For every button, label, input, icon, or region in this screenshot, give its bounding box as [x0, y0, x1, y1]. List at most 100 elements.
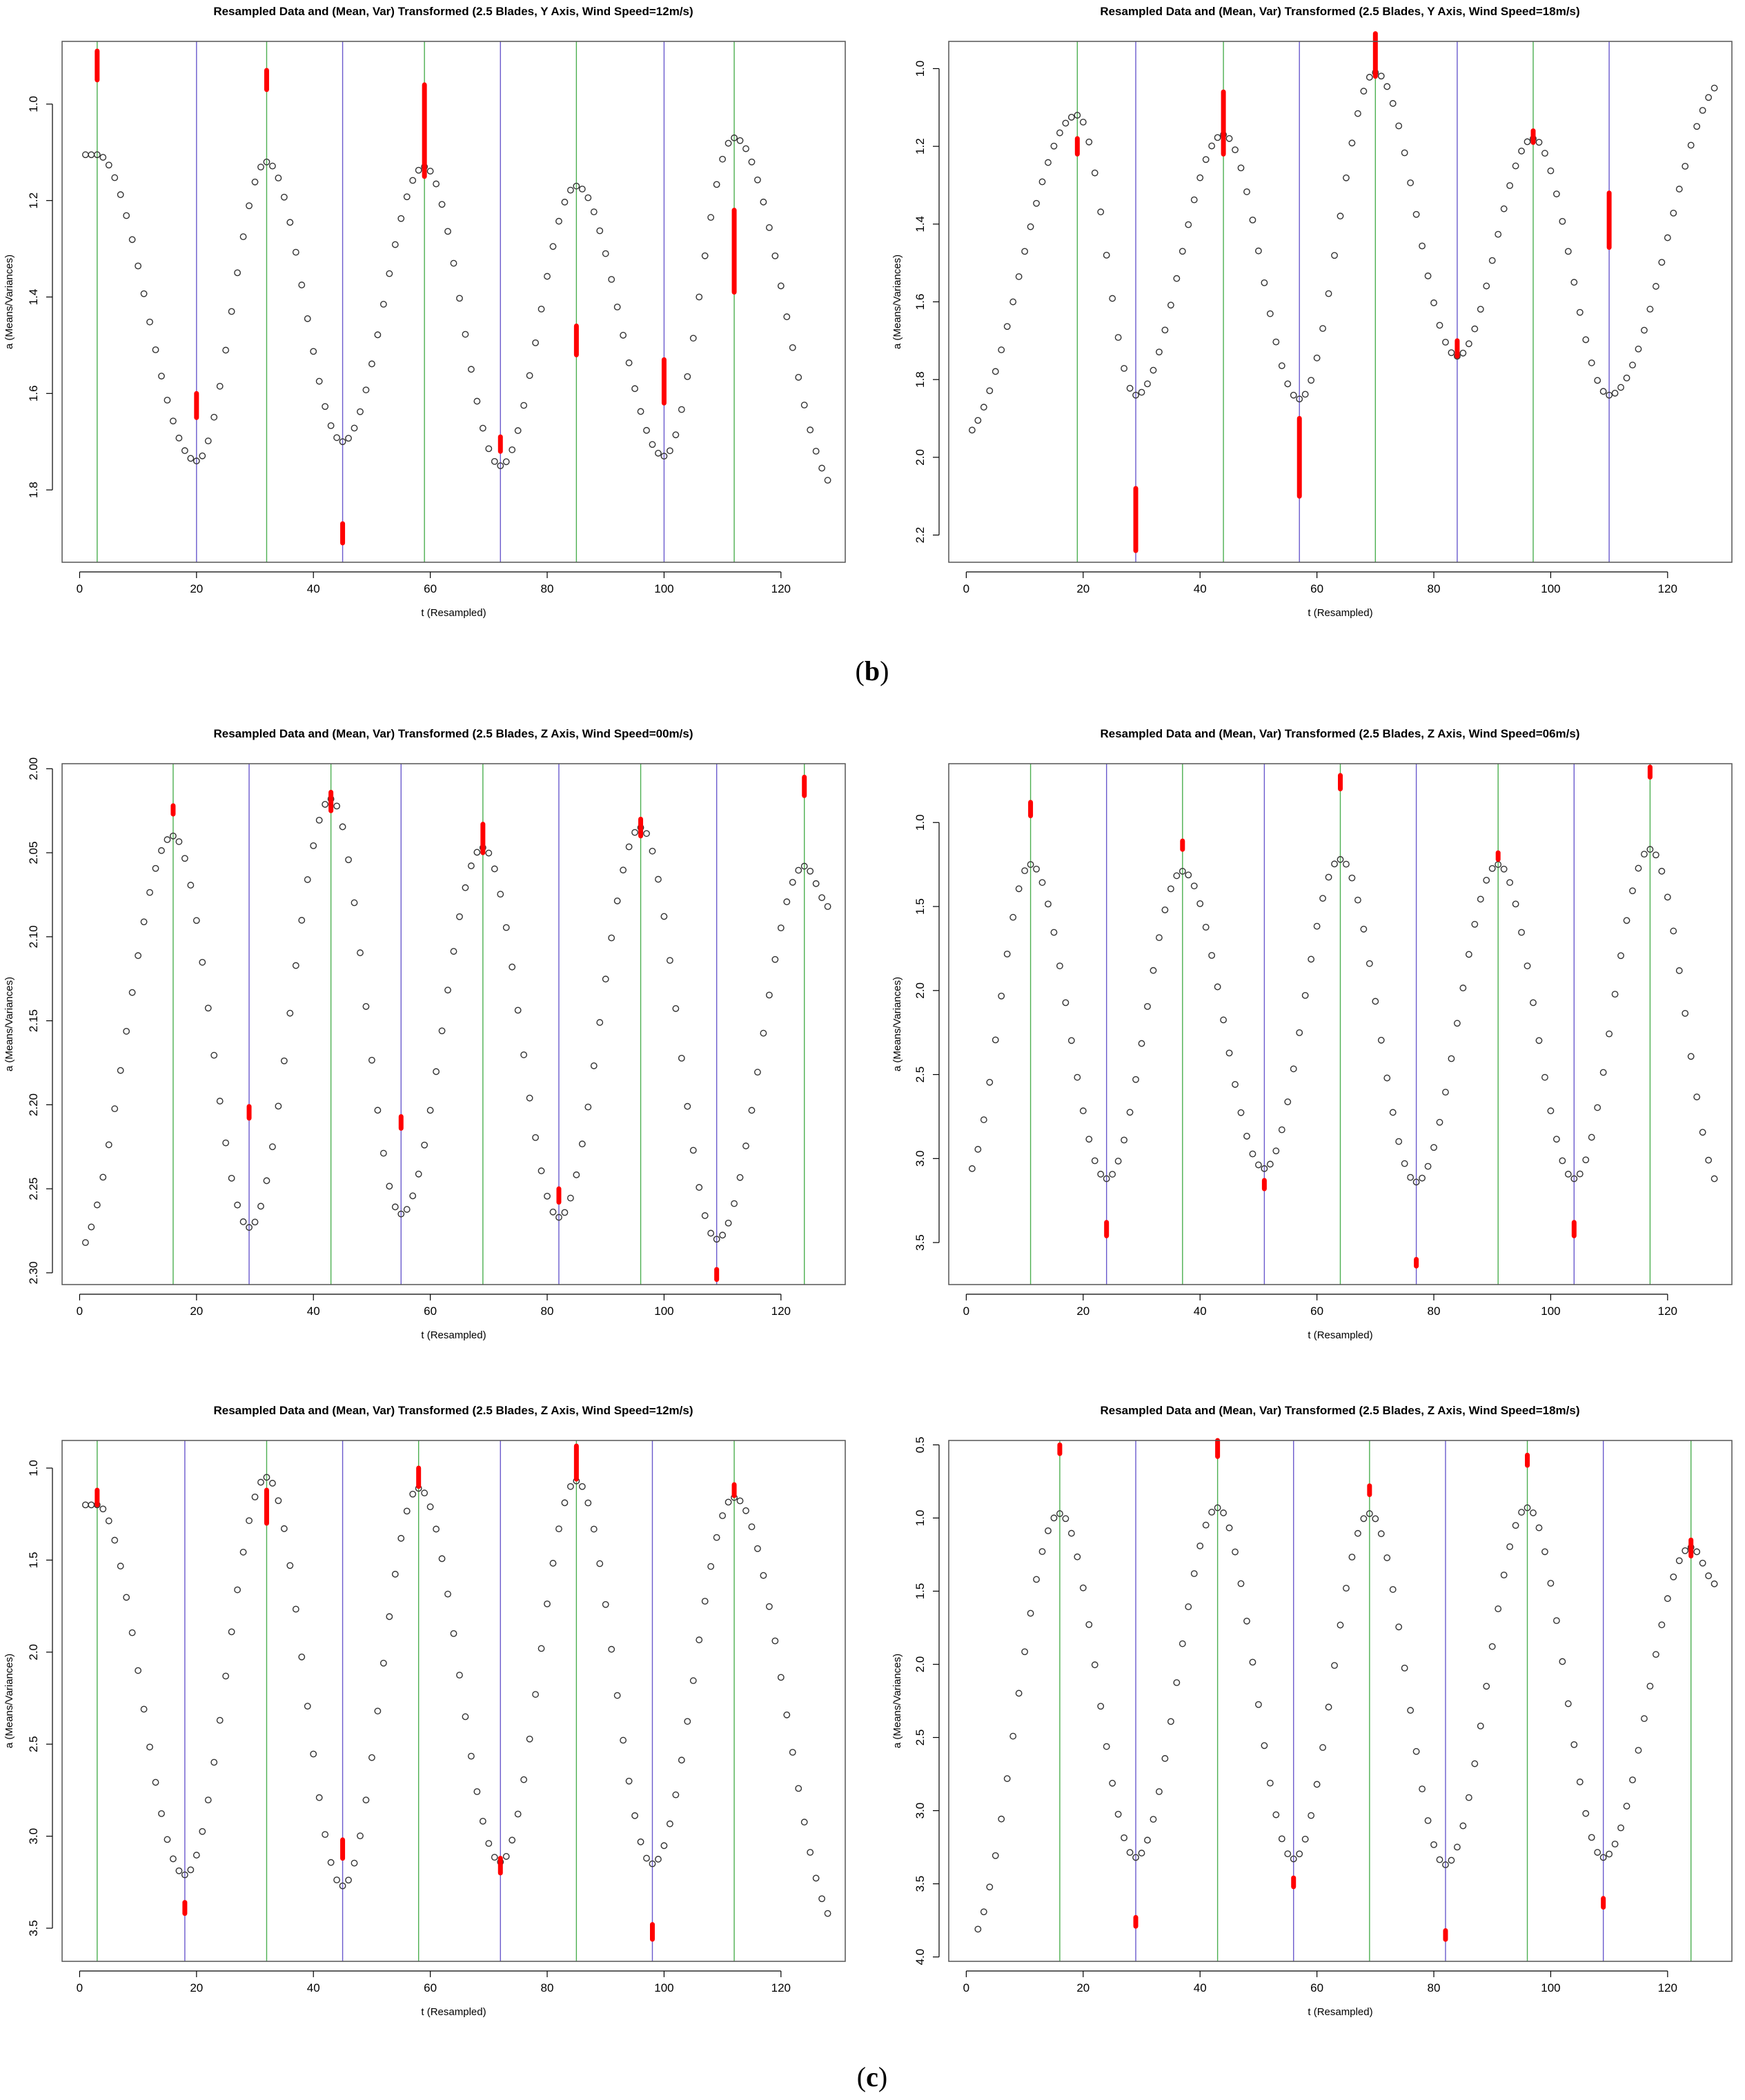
data-point	[1360, 925, 1368, 933]
data-point	[181, 447, 188, 455]
data-point	[689, 1677, 697, 1685]
data-point	[280, 1057, 288, 1064]
data-point	[1243, 188, 1250, 195]
data-point	[1518, 1509, 1525, 1516]
data-point	[643, 830, 650, 838]
data-point	[1144, 380, 1151, 388]
data-point	[789, 344, 796, 351]
data-point	[298, 281, 306, 288]
data-point	[1635, 864, 1642, 872]
data-point	[1705, 1572, 1713, 1580]
data-point	[1495, 230, 1502, 238]
data-point	[765, 1603, 773, 1610]
data-point	[1126, 384, 1134, 392]
data-point	[210, 1759, 218, 1766]
data-point	[701, 1598, 709, 1605]
data-point	[81, 1239, 89, 1247]
data-point	[1442, 1861, 1449, 1868]
data-point	[1009, 1732, 1017, 1740]
data-point	[403, 1206, 411, 1213]
data-point	[748, 158, 756, 166]
data-point	[409, 1490, 417, 1498]
data-point	[538, 306, 545, 313]
data-point	[269, 1143, 276, 1151]
data-point	[1278, 362, 1285, 370]
data-point	[1495, 1605, 1502, 1612]
data-point	[362, 1003, 370, 1010]
data-point	[561, 1499, 569, 1507]
data-point	[1623, 374, 1630, 382]
data-point	[1255, 1701, 1262, 1708]
data-point	[666, 447, 673, 455]
data-point	[748, 1523, 756, 1531]
data-point	[1074, 1553, 1081, 1561]
data-point	[1343, 174, 1350, 181]
data-point	[1337, 212, 1344, 220]
data-point	[573, 1171, 580, 1178]
data-point	[596, 227, 604, 235]
data-point	[567, 1194, 574, 1202]
y-axis-title: a (Means/Variances)	[891, 1654, 903, 1748]
data-point	[1570, 279, 1578, 286]
data-point	[1395, 122, 1403, 130]
y-tick-label: 0.5	[914, 1437, 927, 1454]
data-point	[1343, 860, 1350, 868]
data-point	[1301, 1835, 1309, 1843]
y-tick-label: 3.5	[27, 1920, 40, 1936]
data-point	[1308, 955, 1315, 963]
data-point	[555, 1214, 562, 1221]
data-point	[193, 917, 200, 924]
data-point	[631, 385, 638, 393]
data-point	[433, 1525, 440, 1533]
data-point	[754, 1545, 761, 1552]
data-point	[1448, 1055, 1455, 1062]
data-point	[666, 957, 673, 964]
data-point	[520, 1051, 528, 1058]
data-point	[1675, 186, 1683, 192]
data-point	[509, 446, 516, 453]
data-point	[795, 866, 802, 874]
data-point	[111, 1105, 119, 1113]
data-point	[789, 879, 796, 886]
data-point	[1190, 1570, 1198, 1577]
data-point	[590, 208, 598, 216]
data-point	[1208, 1509, 1216, 1516]
data-point	[1559, 1157, 1566, 1165]
data-point	[187, 882, 195, 889]
data-point	[1103, 251, 1110, 259]
data-point	[596, 1560, 604, 1567]
data-point	[1477, 1722, 1484, 1730]
data-point	[491, 865, 498, 873]
data-point	[239, 1218, 247, 1225]
data-point	[1179, 867, 1186, 875]
data-point	[187, 455, 195, 462]
data-point	[88, 151, 95, 159]
data-point	[1687, 1053, 1695, 1060]
data-point	[275, 1102, 282, 1110]
data-point	[1290, 391, 1297, 399]
data-point	[818, 1895, 826, 1903]
data-point	[1266, 1160, 1274, 1168]
chart-c2: Resampled Data and (Mean, Var) Transform…	[891, 727, 1733, 1341]
data-point	[99, 154, 107, 161]
data-point	[1582, 336, 1590, 344]
data-point	[724, 1498, 732, 1506]
data-point	[117, 1067, 124, 1074]
data-point	[1138, 1850, 1145, 1856]
data-point	[1126, 1109, 1134, 1116]
data-point	[1412, 1747, 1420, 1755]
data-point	[812, 1874, 820, 1882]
data-point	[1412, 210, 1420, 218]
data-point	[1599, 1069, 1607, 1076]
data-point	[479, 1817, 486, 1825]
data-point	[807, 867, 814, 875]
y-axis-title: a (Means/Variances)	[891, 255, 903, 349]
data-point	[520, 1776, 528, 1783]
data-point	[1675, 967, 1683, 974]
data-point	[1085, 1136, 1093, 1143]
data-point	[304, 315, 311, 322]
data-point	[391, 1570, 399, 1578]
data-point	[322, 403, 329, 410]
y-tick-label: 2.05	[27, 842, 40, 864]
data-point	[1611, 991, 1619, 998]
